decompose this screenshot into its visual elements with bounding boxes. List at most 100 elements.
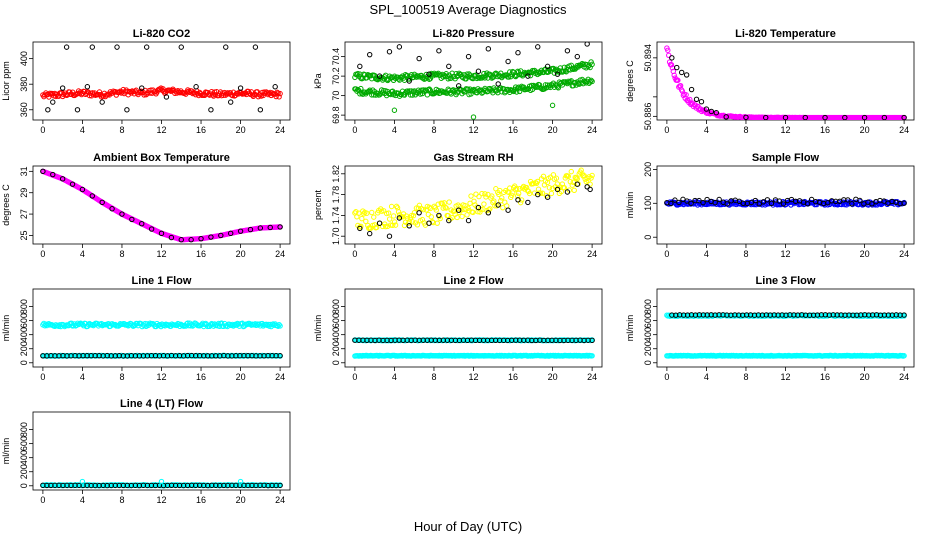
data-point	[713, 109, 720, 116]
series-1	[40, 320, 283, 330]
data-point	[485, 46, 492, 52]
data-point	[780, 201, 787, 207]
x-tick-label: 0	[352, 249, 357, 259]
y-tick-label: 200	[19, 341, 29, 356]
data-point	[574, 176, 580, 182]
data-point	[514, 193, 521, 199]
x-tick-label: 0	[40, 125, 45, 135]
data-point	[413, 205, 420, 211]
x-tick-label: 16	[196, 125, 206, 135]
data-point	[74, 107, 81, 113]
data-point	[481, 201, 487, 207]
y-axis-label: kPa	[313, 73, 323, 89]
data-point	[119, 211, 125, 217]
data-point	[59, 176, 66, 182]
data-point	[743, 114, 749, 120]
data-point	[89, 44, 96, 50]
data-point	[426, 71, 432, 77]
series-3	[352, 337, 595, 344]
data-point	[688, 200, 694, 206]
x-tick-label: 24	[275, 372, 285, 382]
data-point	[464, 212, 470, 218]
x-tick-label: 24	[275, 249, 285, 259]
x-tick-label: 16	[820, 372, 830, 382]
plot-area	[352, 337, 595, 359]
data-point	[367, 51, 373, 58]
data-point	[371, 214, 377, 220]
plot-frame	[32, 41, 291, 121]
data-point	[211, 89, 218, 95]
data-point	[426, 220, 432, 226]
data-point	[584, 42, 590, 47]
y-tick-label: 0	[19, 360, 29, 365]
series-2	[40, 168, 283, 243]
x-tick-label: 16	[508, 249, 518, 259]
x-tick-label: 4	[392, 249, 397, 259]
data-point	[248, 89, 255, 95]
x-tick-label: 12	[468, 125, 478, 135]
data-point	[708, 108, 715, 115]
x-tick-label: 8	[119, 125, 124, 135]
x-tick-label: 0	[40, 372, 45, 382]
series-3	[669, 312, 907, 318]
y-tick-label: 27	[19, 209, 29, 219]
data-point	[277, 353, 283, 359]
data-point	[188, 237, 194, 243]
x-tick-label: 16	[196, 372, 206, 382]
data-point	[446, 199, 452, 205]
plot-area	[664, 45, 907, 120]
data-point	[96, 89, 103, 95]
data-point	[436, 212, 442, 219]
data-point	[525, 199, 531, 206]
data-point	[409, 92, 416, 98]
series-3	[79, 478, 244, 485]
plot-area	[352, 42, 595, 120]
series-2	[352, 352, 595, 359]
data-point	[465, 53, 472, 60]
x-tick-label: 12	[156, 125, 166, 135]
data-point	[69, 181, 76, 187]
data-point	[178, 44, 184, 50]
data-point	[277, 90, 283, 97]
data-point	[544, 194, 551, 200]
data-point	[148, 226, 155, 232]
data-point	[861, 114, 868, 120]
data-point	[426, 204, 433, 210]
panel-title: Li-820 CO2	[133, 28, 190, 40]
x-tick-label: 8	[743, 372, 748, 382]
data-point	[515, 50, 521, 56]
data-point	[454, 214, 460, 221]
panel-title: Li-820 Pressure	[433, 28, 515, 40]
data-point	[668, 200, 674, 207]
series-2	[664, 196, 907, 207]
data-point	[752, 197, 759, 204]
data-point	[825, 200, 831, 206]
panel-title: Li-820 Temperature	[735, 28, 836, 40]
data-point	[391, 107, 398, 113]
data-point	[47, 90, 53, 96]
data-point	[849, 201, 855, 207]
x-tick-label: 0	[664, 249, 669, 259]
x-tick-label: 0	[40, 495, 45, 505]
data-point	[723, 114, 729, 120]
data-point	[109, 206, 115, 212]
data-point	[475, 68, 482, 74]
data-point	[537, 190, 544, 196]
data-point	[698, 99, 705, 105]
data-point	[671, 72, 677, 78]
y-tick-label: 70.4	[331, 48, 341, 66]
data-point	[672, 197, 678, 203]
data-point	[63, 44, 70, 50]
data-point	[276, 321, 282, 328]
series-2	[357, 181, 593, 239]
data-point	[428, 214, 435, 220]
data-point	[464, 71, 470, 77]
series-2	[669, 55, 907, 120]
x-tick-label: 20	[236, 372, 246, 382]
data-point	[544, 63, 551, 70]
data-point	[436, 48, 442, 54]
data-point	[208, 107, 214, 113]
data-point	[215, 320, 222, 327]
data-point	[535, 44, 541, 50]
y-tick-label: 600	[19, 313, 29, 328]
